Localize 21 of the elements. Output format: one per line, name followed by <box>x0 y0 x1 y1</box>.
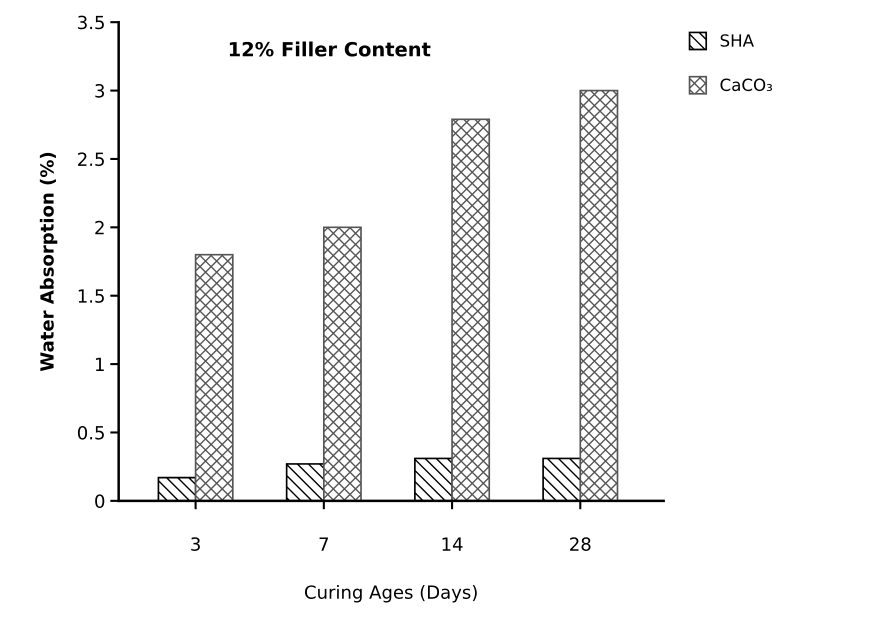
y-tick-label: 0.5 <box>78 426 104 440</box>
y-tick-label: 2 <box>95 220 104 234</box>
legend-label: SHA <box>720 34 754 47</box>
x-tick-label: 3 <box>191 537 200 551</box>
bar <box>194 254 234 501</box>
bar <box>579 90 618 501</box>
y-tick-label: 3 <box>95 84 104 98</box>
y-axis-title: Water Absorption (%) <box>40 152 58 372</box>
text: 12% Filler Content <box>230 42 430 57</box>
y-tick-label: 1 <box>96 358 104 371</box>
legend-label: CaCO₃ <box>720 78 772 92</box>
x-tick-label: 7 <box>320 538 328 551</box>
y-tick-label: 3.5 <box>78 16 104 30</box>
x-axis-title: Curing Ages (Days) <box>304 585 477 602</box>
y-tick-label: 1.5 <box>78 289 104 303</box>
y-tick-label: 2.5 <box>78 152 104 166</box>
x-tick-label: 28 <box>570 537 591 551</box>
bar <box>323 226 362 501</box>
y-tick-label: 0 <box>95 494 104 508</box>
bar <box>451 118 490 501</box>
x-tick-label: 14 <box>442 538 463 551</box>
